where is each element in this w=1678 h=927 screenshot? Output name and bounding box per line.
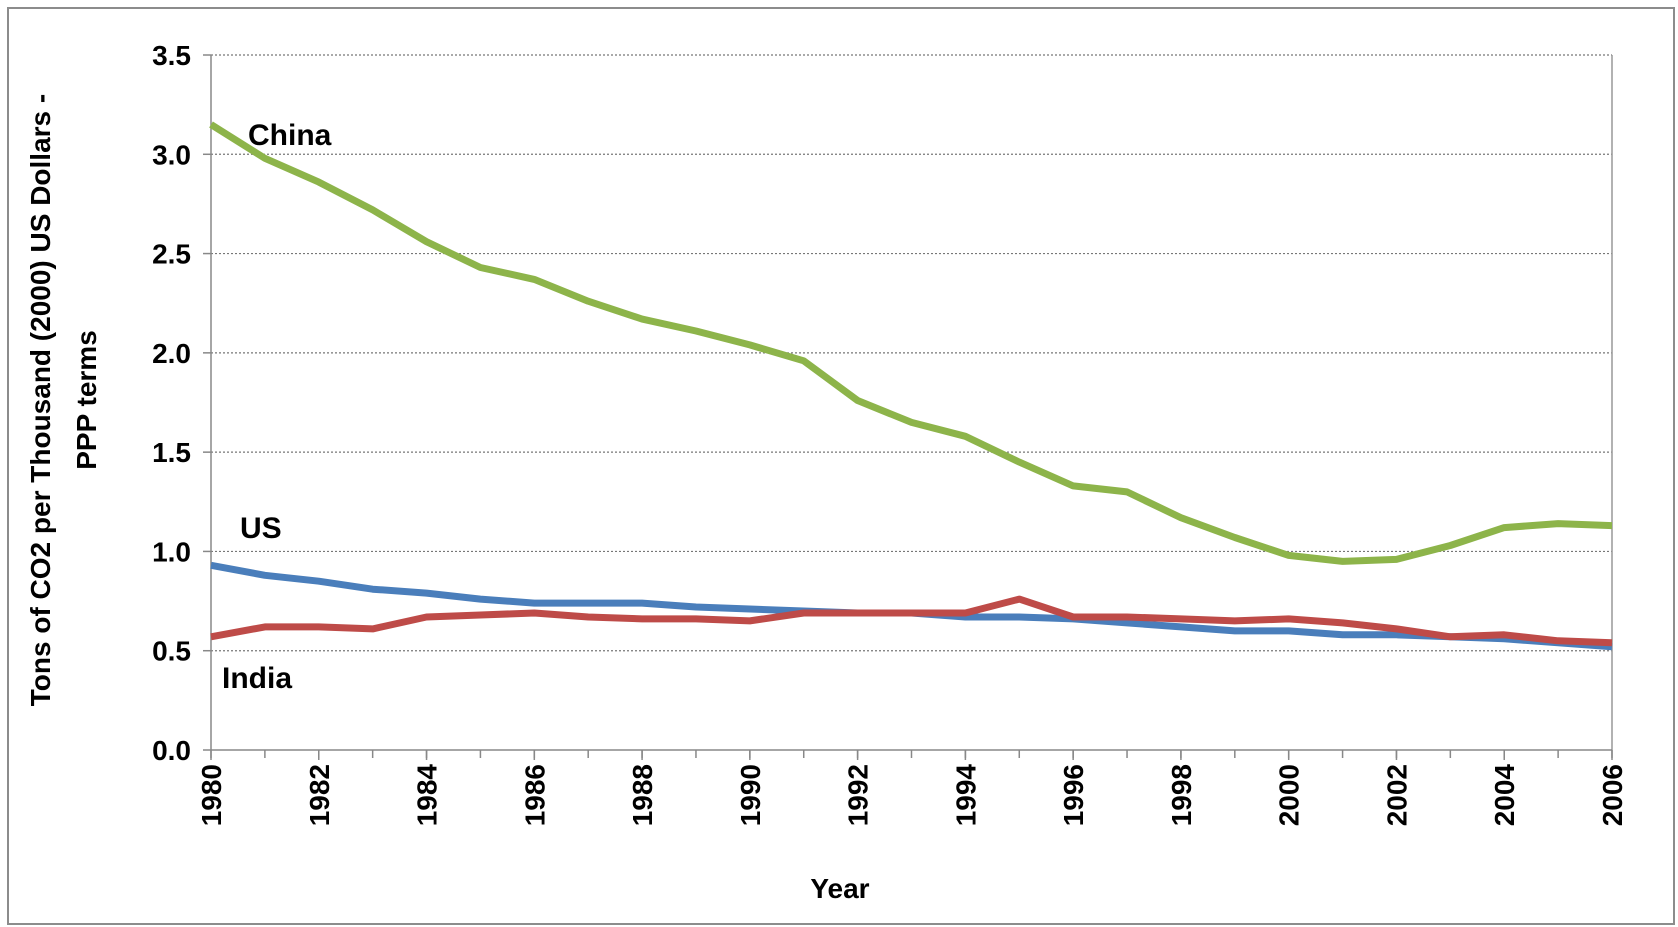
x-tick-label: 1990 <box>735 764 766 826</box>
x-tick-label: 1982 <box>304 764 335 826</box>
x-tick-label: 1988 <box>627 764 658 826</box>
y-tick-label: 0.5 <box>152 636 191 667</box>
y-tick-label: 3.0 <box>152 139 191 170</box>
y-tick-label: 3.5 <box>152 40 191 71</box>
x-tick-label: 2000 <box>1274 764 1305 826</box>
series-label: India <box>222 662 292 695</box>
y-axis-label: Tons of CO2 per Thousand (2000) US Dolla… <box>25 94 56 706</box>
series-line <box>210 595 1613 647</box>
x-tick-label: 1996 <box>1058 764 1089 826</box>
x-tick-label: 1992 <box>843 764 874 826</box>
x-tick-label: 2006 <box>1597 764 1628 826</box>
y-tick-label: 2.5 <box>152 239 191 270</box>
y-tick-label: 0.0 <box>152 735 191 766</box>
x-tick-label: 2002 <box>1381 764 1412 826</box>
series-line <box>209 121 1613 565</box>
x-tick-label: 1986 <box>519 764 550 826</box>
y-tick-label: 1.5 <box>152 437 191 468</box>
x-tick-label: 1994 <box>950 764 981 827</box>
series-label: US <box>240 512 282 545</box>
x-tick-label: 1984 <box>412 764 443 827</box>
y-tick-label: 1.0 <box>152 536 191 567</box>
y-axis-label: PPP terms <box>71 330 102 470</box>
x-tick-label: 1998 <box>1166 764 1197 826</box>
series-label: China <box>248 119 332 152</box>
chart-frame <box>7 7 1675 925</box>
x-axis-label: Year <box>810 873 869 904</box>
x-tick-label: 1980 <box>196 764 227 826</box>
y-tick-label: 2.0 <box>152 338 191 369</box>
x-tick-label: 2004 <box>1489 764 1520 827</box>
